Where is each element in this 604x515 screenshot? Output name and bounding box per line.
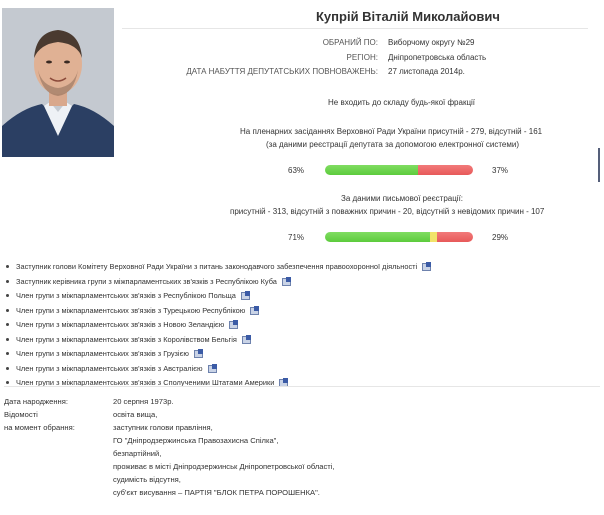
meta-key-elected: ОБРАНИЙ ПО: (322, 38, 378, 47)
external-link-icon[interactable] (229, 320, 239, 329)
attendance-written-present-segment (325, 232, 431, 242)
faction-status: Не входить до складу будь-якої фракції (328, 98, 476, 107)
attendance-electronic-present-segment (325, 165, 419, 175)
bullet-icon (6, 265, 9, 268)
meta-row-region: РЕГІОН: Дніпропетровська область (120, 53, 590, 68)
external-link-icon[interactable] (281, 276, 291, 286)
meta-row-elected: ОБРАНИЙ ПО: Виборчому округу №29 (120, 38, 590, 53)
attendance-electronic-absent-pct: 37% (492, 166, 509, 175)
bio-birth-label: Дата народження: (4, 397, 68, 406)
scroll-indicator (598, 148, 600, 182)
meta-key-region: РЕГІОН: (346, 52, 378, 62)
external-link-icon[interactable] (250, 305, 260, 315)
attendance-electronic-note: (за даними реєстрації депутата за допомо… (266, 140, 519, 149)
role-text: Член групи з міжпарламентських зв'язків … (16, 363, 203, 373)
header-divider (122, 28, 588, 29)
bio-info-line: заступник голови правління, (113, 423, 213, 432)
role-text: Член групи з міжпарламентських зв'язків … (16, 334, 237, 344)
external-link-icon[interactable] (207, 363, 217, 373)
meta-value-region: Дніпропетровська область (388, 52, 487, 62)
bio-birth-value: 20 серпня 1973р. (113, 397, 174, 406)
role-item: Член групи з міжпарламентських зв'язків … (4, 334, 600, 350)
external-link-icon[interactable] (241, 334, 251, 344)
attendance-electronic-summary: На пленарних засіданнях Верховної Ради У… (240, 127, 543, 136)
bio-info-line: судимість відсутня, (113, 475, 181, 484)
bio-info-label: Відомості (4, 410, 38, 419)
role-text: Заступник керівника групи з міжпарламент… (16, 276, 277, 286)
meta-value-mandate-date: 27 листопада 2014р. (388, 67, 465, 76)
attendance-written-absent-pct: 29% (492, 233, 509, 242)
attendance-electronic-absent-segment (418, 165, 473, 175)
bullet-icon (6, 308, 9, 312)
meta-key-mandate-date: ДАТА НАБУТТЯ ДЕПУТАТСЬКИХ ПОВНОВАЖЕНЬ: (186, 67, 378, 76)
bio-info-line: проживає в місті Дніпродзержинськ Дніпро… (113, 462, 335, 471)
role-text: Член групи з міжпарламентських зв'язків … (16, 291, 236, 300)
bullet-icon (6, 279, 9, 283)
external-link-icon[interactable] (193, 349, 203, 358)
role-text: Член групи з міжпарламентських зв'язків … (16, 305, 246, 315)
role-item: Член групи з міжпарламентських зв'язків … (4, 320, 600, 335)
bullet-icon (6, 352, 9, 355)
deputy-photo (2, 8, 114, 157)
roles-list: Заступник голови Комітету Верховної Ради… (4, 262, 600, 393)
role-item: Член групи з міжпарламентських зв'язків … (4, 349, 600, 364)
deputy-portrait-image (2, 8, 114, 157)
bullet-icon (6, 294, 9, 297)
role-text: Член групи з міжпарламентських зв'язків … (16, 378, 275, 387)
attendance-written-bar (325, 232, 473, 242)
role-item: Член групи з міжпарламентських зв'язків … (4, 291, 600, 306)
bio-info-line: освіта вища, (113, 410, 158, 419)
bio-info-line: безпартійний, (113, 449, 162, 458)
meta-row-mandate-date: ДАТА НАБУТТЯ ДЕПУТАТСЬКИХ ПОВНОВАЖЕНЬ: 2… (120, 67, 590, 82)
bullet-icon (6, 323, 9, 326)
role-item: Заступник керівника групи з міжпарламент… (4, 276, 600, 292)
bullet-icon (6, 381, 9, 384)
bullet-icon (6, 366, 9, 370)
bio-divider (4, 386, 600, 387)
role-text: Член групи з міжпарламентських зв'язків … (16, 320, 225, 329)
bio-info-line: суб'єкт висування – ПАРТІЯ "БЛОК ПЕТРА П… (113, 488, 320, 497)
role-item: Заступник голови Комітету Верховної Ради… (4, 262, 600, 277)
role-item: Член групи з міжпарламентських зв'язків … (4, 363, 600, 379)
bullet-icon (6, 337, 9, 341)
role-text: Заступник голови Комітету Верховної Ради… (16, 262, 418, 271)
role-item: Член групи з міжпарламентських зв'язків … (4, 305, 600, 321)
bio-info-label-2: на момент обрання: (4, 423, 75, 432)
role-text: Член групи з міжпарламентських зв'язків … (16, 349, 189, 358)
attendance-written-present-pct: 71% (288, 233, 305, 242)
external-link-icon[interactable] (422, 262, 432, 271)
attendance-written-summary: присутній - 313, відсутній з поважних пр… (230, 207, 545, 216)
deputy-name: Купрій Віталій Миколайович (316, 9, 500, 24)
meta-value-elected: Виборчому округу №29 (388, 38, 475, 47)
attendance-electronic-present-pct: 63% (288, 166, 305, 175)
attendance-written-title: За даними письмової реєстрації: (341, 194, 464, 203)
attendance-written-excused-segment (430, 232, 437, 242)
attendance-written-absent-segment (436, 232, 473, 242)
attendance-electronic-bar (325, 165, 473, 175)
external-link-icon[interactable] (279, 378, 289, 387)
external-link-icon[interactable] (240, 291, 250, 300)
bio-info-line: ГО "Дніпродзержинська Правозахисна Спілк… (113, 436, 279, 445)
deputy-meta: ОБРАНИЙ ПО: Виборчому округу №29 РЕГІОН:… (120, 38, 590, 82)
